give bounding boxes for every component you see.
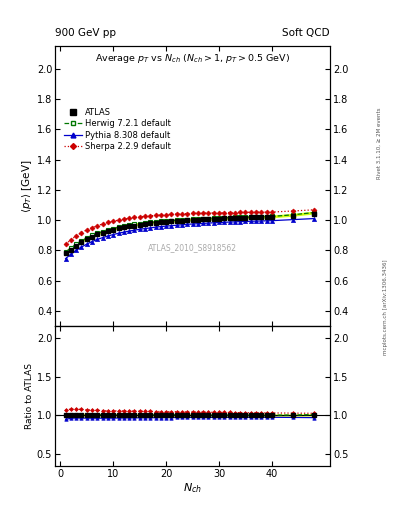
Text: ATLAS_2010_S8918562: ATLAS_2010_S8918562 [148,243,237,252]
Legend: ATLAS, Herwig 7.2.1 default, Pythia 8.308 default, Sherpa 2.2.9 default: ATLAS, Herwig 7.2.1 default, Pythia 8.30… [62,106,173,153]
Text: mcplots.cern.ch [arXiv:1306.3436]: mcplots.cern.ch [arXiv:1306.3436] [383,260,387,355]
Y-axis label: $\langle p_T \rangle$ [GeV]: $\langle p_T \rangle$ [GeV] [20,159,34,213]
Text: 900 GeV pp: 900 GeV pp [55,28,116,38]
Text: Average $p_T$ vs $N_{ch}$ ($N_{ch} > 1$, $p_T > 0.5$ GeV): Average $p_T$ vs $N_{ch}$ ($N_{ch} > 1$,… [95,52,290,65]
X-axis label: $N_{ch}$: $N_{ch}$ [183,481,202,495]
Y-axis label: Ratio to ATLAS: Ratio to ATLAS [25,363,34,429]
Text: Rivet 3.1.10, ≥ 2M events: Rivet 3.1.10, ≥ 2M events [377,108,382,179]
Text: Soft QCD: Soft QCD [283,28,330,38]
